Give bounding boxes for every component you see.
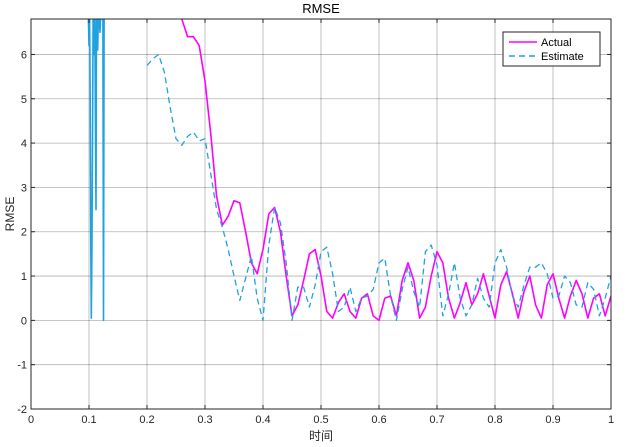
x-tick-label: 0.6 xyxy=(371,414,386,426)
legend-label-actual: Actual xyxy=(541,37,572,49)
x-tick-label: 0.9 xyxy=(545,414,560,426)
tick-marks xyxy=(30,19,612,410)
y-tick-label: 3 xyxy=(21,182,27,194)
y-axis-label: RMSE xyxy=(3,197,17,232)
x-tick-label: 0.1 xyxy=(81,414,96,426)
x-tick-label: 0.5 xyxy=(313,414,328,426)
x-tick-label: 0.4 xyxy=(255,414,270,426)
legend-box xyxy=(502,31,601,67)
series-layer xyxy=(87,19,611,322)
x-tick-label: 0.3 xyxy=(197,414,212,426)
y-tick-label: -2 xyxy=(17,404,27,416)
x-tick-label: 0.2 xyxy=(139,414,154,426)
y-tick-label: 2 xyxy=(21,227,27,239)
x-tick-labels: 0 0.1 0.2 0.3 0.4 0.5 0.6 0.7 0.8 0.9 1 xyxy=(28,414,614,426)
plot-area xyxy=(31,19,611,409)
x-axis-label: 时间 xyxy=(309,429,333,443)
y-tick-label: 5 xyxy=(21,94,27,106)
legend-label-estimate: Estimate xyxy=(541,51,584,63)
y-tick-labels: -2 -1 0 1 2 3 4 5 6 xyxy=(17,49,27,416)
x-tick-label: 0.8 xyxy=(487,414,502,426)
chart-title: RMSE xyxy=(302,1,340,16)
x-tick-label: 0.7 xyxy=(429,414,444,426)
x-tick-label: 1 xyxy=(608,414,614,426)
y-tick-label: 1 xyxy=(21,271,27,283)
series-line-actual xyxy=(181,19,611,322)
series-line-estimate-spikes xyxy=(87,19,105,322)
y-tick-label: 0 xyxy=(21,315,27,327)
x-tick-label: 0 xyxy=(28,414,34,426)
legend: Actual Estimate xyxy=(502,31,601,67)
y-tick-label: -1 xyxy=(17,360,27,372)
series-line-estimate xyxy=(146,53,611,322)
y-tick-label: 6 xyxy=(21,49,27,61)
y-tick-label: 4 xyxy=(21,138,27,150)
